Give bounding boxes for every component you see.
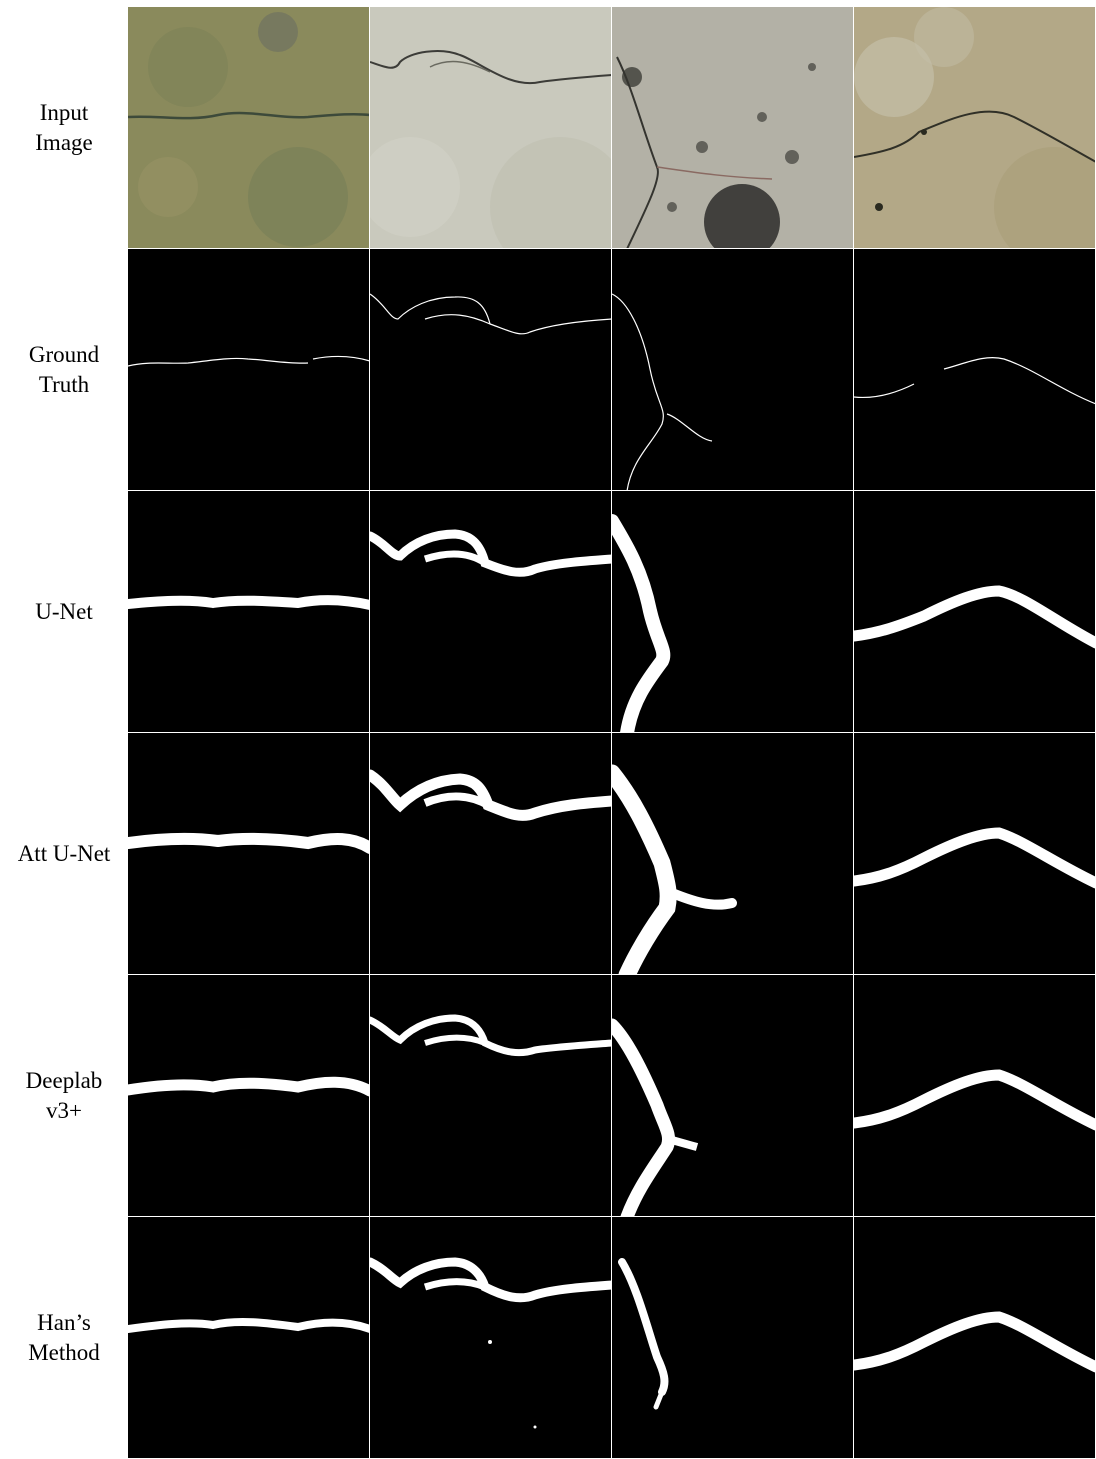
input-image-2	[370, 7, 612, 249]
input-image-1	[128, 7, 370, 249]
unet-result-1	[128, 491, 370, 733]
att-unet-result-4	[854, 733, 1096, 975]
deeplab-result-3	[612, 975, 854, 1217]
hans-method-result-2	[370, 1217, 612, 1459]
hans-method-result-4	[854, 1217, 1096, 1459]
row-label-input-image: Input Image	[35, 100, 93, 155]
ground-truth-3	[612, 249, 854, 491]
att-unet-result-1	[128, 733, 370, 975]
row-label-hans-method: Han’s Method	[28, 1310, 100, 1365]
hans-method-result-3	[612, 1217, 854, 1459]
input-image-4	[854, 7, 1096, 249]
ground-truth-4	[854, 249, 1096, 491]
ground-truth-2	[370, 249, 612, 491]
unet-result-3	[612, 491, 854, 733]
row-label-unet: U-Net	[35, 599, 93, 624]
deeplab-result-2	[370, 975, 612, 1217]
row-label-att-unet: Att U-Net	[17, 841, 111, 866]
input-image-3	[612, 7, 854, 249]
row-label-ground-truth: Ground Truth	[28, 342, 100, 397]
hans-method-result-1	[128, 1217, 370, 1459]
ground-truth-1	[128, 249, 370, 491]
att-unet-result-2	[370, 733, 612, 975]
unet-result-2	[370, 491, 612, 733]
deeplab-result-1	[128, 975, 370, 1217]
unet-result-4	[854, 491, 1096, 733]
deeplab-result-4	[854, 975, 1096, 1217]
row-label-deeplab: Deeplab v3+	[25, 1068, 103, 1123]
result-grid	[128, 7, 1096, 1459]
att-unet-result-3	[612, 733, 854, 975]
